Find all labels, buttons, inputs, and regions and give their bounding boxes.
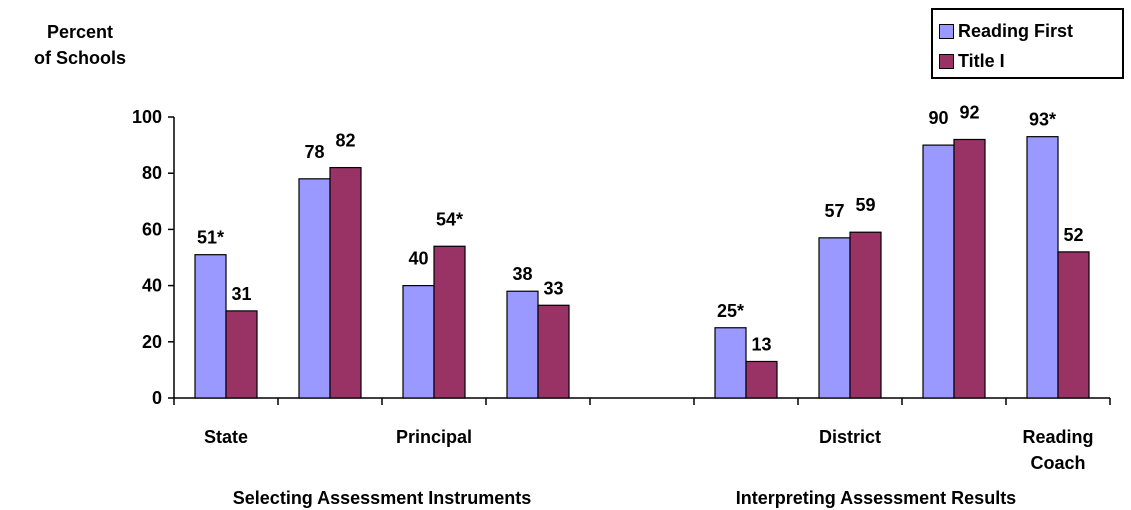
bar-label-title-i: 13 xyxy=(751,334,771,354)
bar-label-title-i: 54* xyxy=(436,209,463,229)
x-axis xyxy=(173,397,1111,405)
category-label: State xyxy=(204,427,248,447)
bar-label-title-i: 59 xyxy=(855,195,875,215)
bar-title-i xyxy=(953,138,986,399)
legend-item-series-1: Reading First xyxy=(939,19,1073,43)
bar-label-reading-first: 51* xyxy=(197,228,224,248)
bar-label-title-i: 92 xyxy=(959,102,979,122)
category-labels: State Principal District Reading Coach xyxy=(204,427,1094,473)
bar-label-title-i: 33 xyxy=(543,278,563,298)
legend-item-series-2: Title I xyxy=(939,49,1005,73)
bar-reading-first xyxy=(1026,136,1059,399)
legend-swatch-series-1 xyxy=(939,23,954,39)
y-tick-label: 80 xyxy=(142,163,162,183)
group-label: Selecting Assessment Instruments xyxy=(233,488,531,508)
bar-title-i xyxy=(329,166,362,399)
bar-label-reading-first: 57 xyxy=(824,201,844,221)
y-tick-label: 40 xyxy=(142,276,162,296)
bar-reading-first xyxy=(402,285,435,399)
y-axis-title-line: of Schools xyxy=(34,48,126,68)
bar-label-reading-first: 90 xyxy=(928,108,948,128)
bar-label-reading-first: 38 xyxy=(512,264,532,284)
category-label: Coach xyxy=(1030,453,1085,473)
bar-label-title-i: 82 xyxy=(335,131,355,151)
bar-reading-first xyxy=(818,237,851,399)
bar-label-reading-first: 93* xyxy=(1029,110,1056,130)
bar-label-reading-first: 25* xyxy=(717,301,744,321)
bar-reading-first xyxy=(506,290,539,399)
bar-title-i xyxy=(537,304,570,399)
bar-label-reading-first: 40 xyxy=(408,249,428,269)
bar-label-reading-first: 78 xyxy=(304,142,324,162)
bar-reading-first xyxy=(922,144,955,399)
category-label: District xyxy=(819,427,881,447)
legend-label-series-1: Reading First xyxy=(958,20,1074,41)
y-tick-label: 60 xyxy=(142,219,162,239)
bar-label-title-i: 52 xyxy=(1063,225,1083,245)
bar-title-i xyxy=(849,231,882,399)
bar-title-i xyxy=(225,310,258,399)
y-axis-title-line: Percent xyxy=(47,22,113,42)
category-label: Principal xyxy=(396,427,472,447)
legend-label-series-2: Title I xyxy=(958,50,1005,71)
group-labels: Selecting Assessment Instruments Interpre… xyxy=(233,488,1016,508)
bar-reading-first xyxy=(194,254,227,399)
bar-title-i xyxy=(1057,251,1090,399)
legend-swatch-series-2 xyxy=(939,53,954,69)
category-label: Reading xyxy=(1022,427,1093,447)
bars xyxy=(194,136,1090,399)
legend: Reading First Title I xyxy=(931,8,1124,79)
y-tick-label: 0 xyxy=(152,388,162,408)
bar-reading-first xyxy=(298,178,331,399)
y-axis-title: Percent of Schools xyxy=(34,22,126,68)
y-tick-label: 100 xyxy=(132,107,162,127)
y-tick-label: 20 xyxy=(142,332,162,352)
group-label: Interpreting Assessment Results xyxy=(736,488,1016,508)
bar-reading-first xyxy=(714,327,747,399)
bar-title-i xyxy=(745,360,778,399)
bar-value-labels: 51* 31 78 82 40 54* 38 33 25* 13 57 59 90 92 93* 52 xyxy=(197,102,1084,354)
bar-title-i xyxy=(433,245,466,399)
bar-label-title-i: 31 xyxy=(231,284,251,304)
y-axis: 0 20 40 60 80 100 xyxy=(132,107,175,408)
